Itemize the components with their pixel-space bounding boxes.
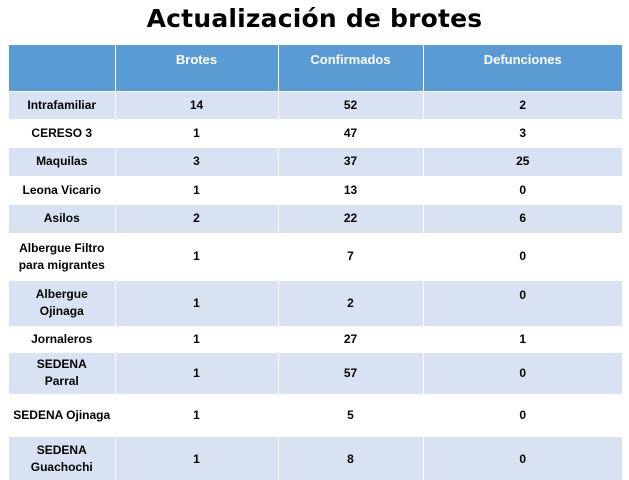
row-label: Albergue Ojinaga: [9, 279, 116, 326]
table-row: Maquilas 3 37 25: [9, 146, 622, 176]
cell-defunciones: 0: [423, 232, 622, 280]
cell-brotes: 1: [115, 325, 279, 352]
column-header-defunciones: Defunciones: [423, 45, 622, 91]
cell-confirmados: 7: [278, 232, 424, 280]
cell-defunciones: 1: [423, 325, 622, 352]
column-header-blank: [9, 45, 116, 91]
cell-brotes: 3: [115, 146, 279, 176]
cell-confirmados: 22: [278, 203, 424, 233]
cell-brotes: 1: [115, 118, 279, 147]
table-row: Albergue Ojinaga 1 2 0: [9, 279, 622, 326]
cell-defunciones: 6: [423, 203, 622, 233]
row-label: Asilos: [9, 203, 116, 233]
cell-confirmados: 13: [278, 175, 424, 204]
row-label: SEDENA Parral: [9, 351, 116, 394]
table-row: SEDENA Ojinaga 1 5 0: [9, 393, 622, 436]
table-row: Jornaleros 1 27 1: [9, 325, 622, 352]
cell-defunciones: 0: [423, 175, 622, 204]
cell-confirmados: 52: [278, 90, 424, 119]
table-row: Leona Vicario 1 13 0: [9, 175, 622, 204]
table-row: CERESO 3 1 47 3: [9, 118, 622, 147]
row-label: CERESO 3: [9, 118, 116, 147]
row-label: SEDENA Guachochi: [9, 435, 116, 480]
outbreaks-table: Brotes Confirmados Defunciones Intrafami…: [9, 45, 622, 480]
cell-defunciones: 2: [423, 90, 622, 119]
row-label: Intrafamiliar: [9, 90, 116, 119]
row-label: Leona Vicario: [9, 175, 116, 204]
cell-defunciones: 0: [423, 393, 622, 436]
row-label: SEDENA Ojinaga: [9, 393, 116, 436]
cell-defunciones: 0: [423, 351, 622, 394]
table-header-row: Brotes Confirmados Defunciones: [9, 45, 622, 91]
cell-brotes: 1: [115, 393, 279, 436]
table-row: Asilos 2 22 6: [9, 203, 622, 233]
column-header-brotes: Brotes: [115, 45, 279, 91]
cell-defunciones: 3: [423, 118, 622, 147]
cell-confirmados: 47: [278, 118, 424, 147]
page-title: Actualización de brotes: [146, 4, 483, 33]
column-header-confirmados: Confirmados: [278, 45, 424, 91]
row-label: Albergue Filtro para migrantes: [9, 232, 116, 280]
cell-confirmados: 5: [278, 393, 424, 436]
cell-confirmados: 57: [278, 351, 424, 394]
cell-defunciones: 0: [423, 279, 622, 326]
cell-brotes: 1: [115, 175, 279, 204]
table-row: Intrafamiliar 14 52 2: [9, 90, 622, 119]
table-row: Albergue Filtro para migrantes 1 7 0: [9, 232, 622, 280]
table-row: SEDENA Guachochi 1 8 0: [9, 435, 622, 480]
cell-defunciones: 0: [423, 435, 622, 480]
table-row: SEDENA Parral 1 57 0: [9, 351, 622, 394]
cell-confirmados: 27: [278, 325, 424, 352]
cell-confirmados: 2: [278, 279, 424, 326]
cell-brotes: 1: [115, 279, 279, 326]
cell-brotes: 2: [115, 203, 279, 233]
cell-defunciones: 25: [423, 146, 622, 176]
cell-brotes: 1: [115, 351, 279, 394]
row-label: Jornaleros: [9, 325, 116, 352]
cell-brotes: 14: [115, 90, 279, 119]
cell-confirmados: 8: [278, 435, 424, 480]
cell-brotes: 1: [115, 232, 279, 280]
cell-confirmados: 37: [278, 146, 424, 176]
cell-brotes: 1: [115, 435, 279, 480]
row-label: Maquilas: [9, 146, 116, 176]
